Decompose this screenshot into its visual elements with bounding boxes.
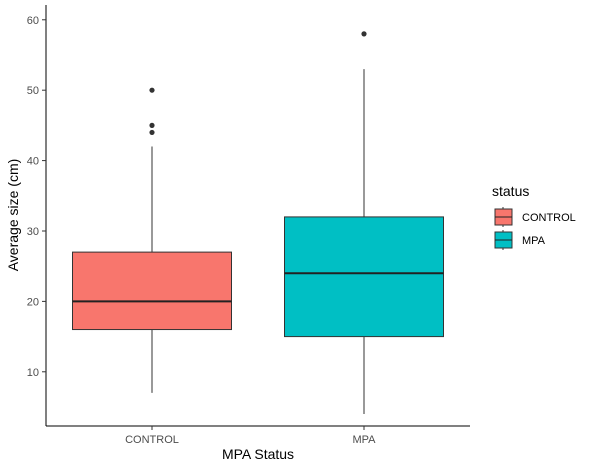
outlier-point — [149, 122, 155, 128]
plot-area — [72, 31, 444, 415]
legend: status CONTROL MPA — [492, 183, 576, 250]
outlier-point — [361, 31, 367, 37]
legend-entry-control: CONTROL — [494, 207, 576, 227]
legend-label: MPA — [522, 235, 546, 247]
y-axis-title: Average size (cm) — [5, 159, 21, 272]
y-tick-label: 40 — [27, 156, 39, 168]
legend-label: CONTROL — [522, 212, 576, 224]
x-axis-title: MPA Status — [222, 446, 294, 462]
outlier-point — [149, 87, 155, 93]
box-iqr — [284, 216, 444, 338]
legend-entries: CONTROL MPA — [494, 207, 576, 250]
outlier-point — [149, 129, 155, 136]
y-tick-label: 30 — [27, 226, 39, 238]
y-tick-label: 60 — [27, 15, 39, 27]
x-tick-label: CONTROL — [125, 434, 179, 446]
x-axis-ticks: CONTROL MPA — [125, 426, 376, 446]
box-mpa — [284, 31, 444, 415]
x-tick-label: MPA — [352, 434, 376, 446]
box-iqr — [72, 251, 232, 331]
y-tick-label: 50 — [27, 85, 39, 97]
legend-entry-mpa: MPA — [494, 230, 546, 250]
box-control — [72, 87, 232, 393]
legend-title: status — [492, 183, 529, 199]
y-axis-ticks: 10 20 30 40 50 60 — [27, 15, 46, 379]
y-tick-label: 20 — [27, 296, 39, 308]
y-tick-label: 10 — [27, 367, 39, 379]
